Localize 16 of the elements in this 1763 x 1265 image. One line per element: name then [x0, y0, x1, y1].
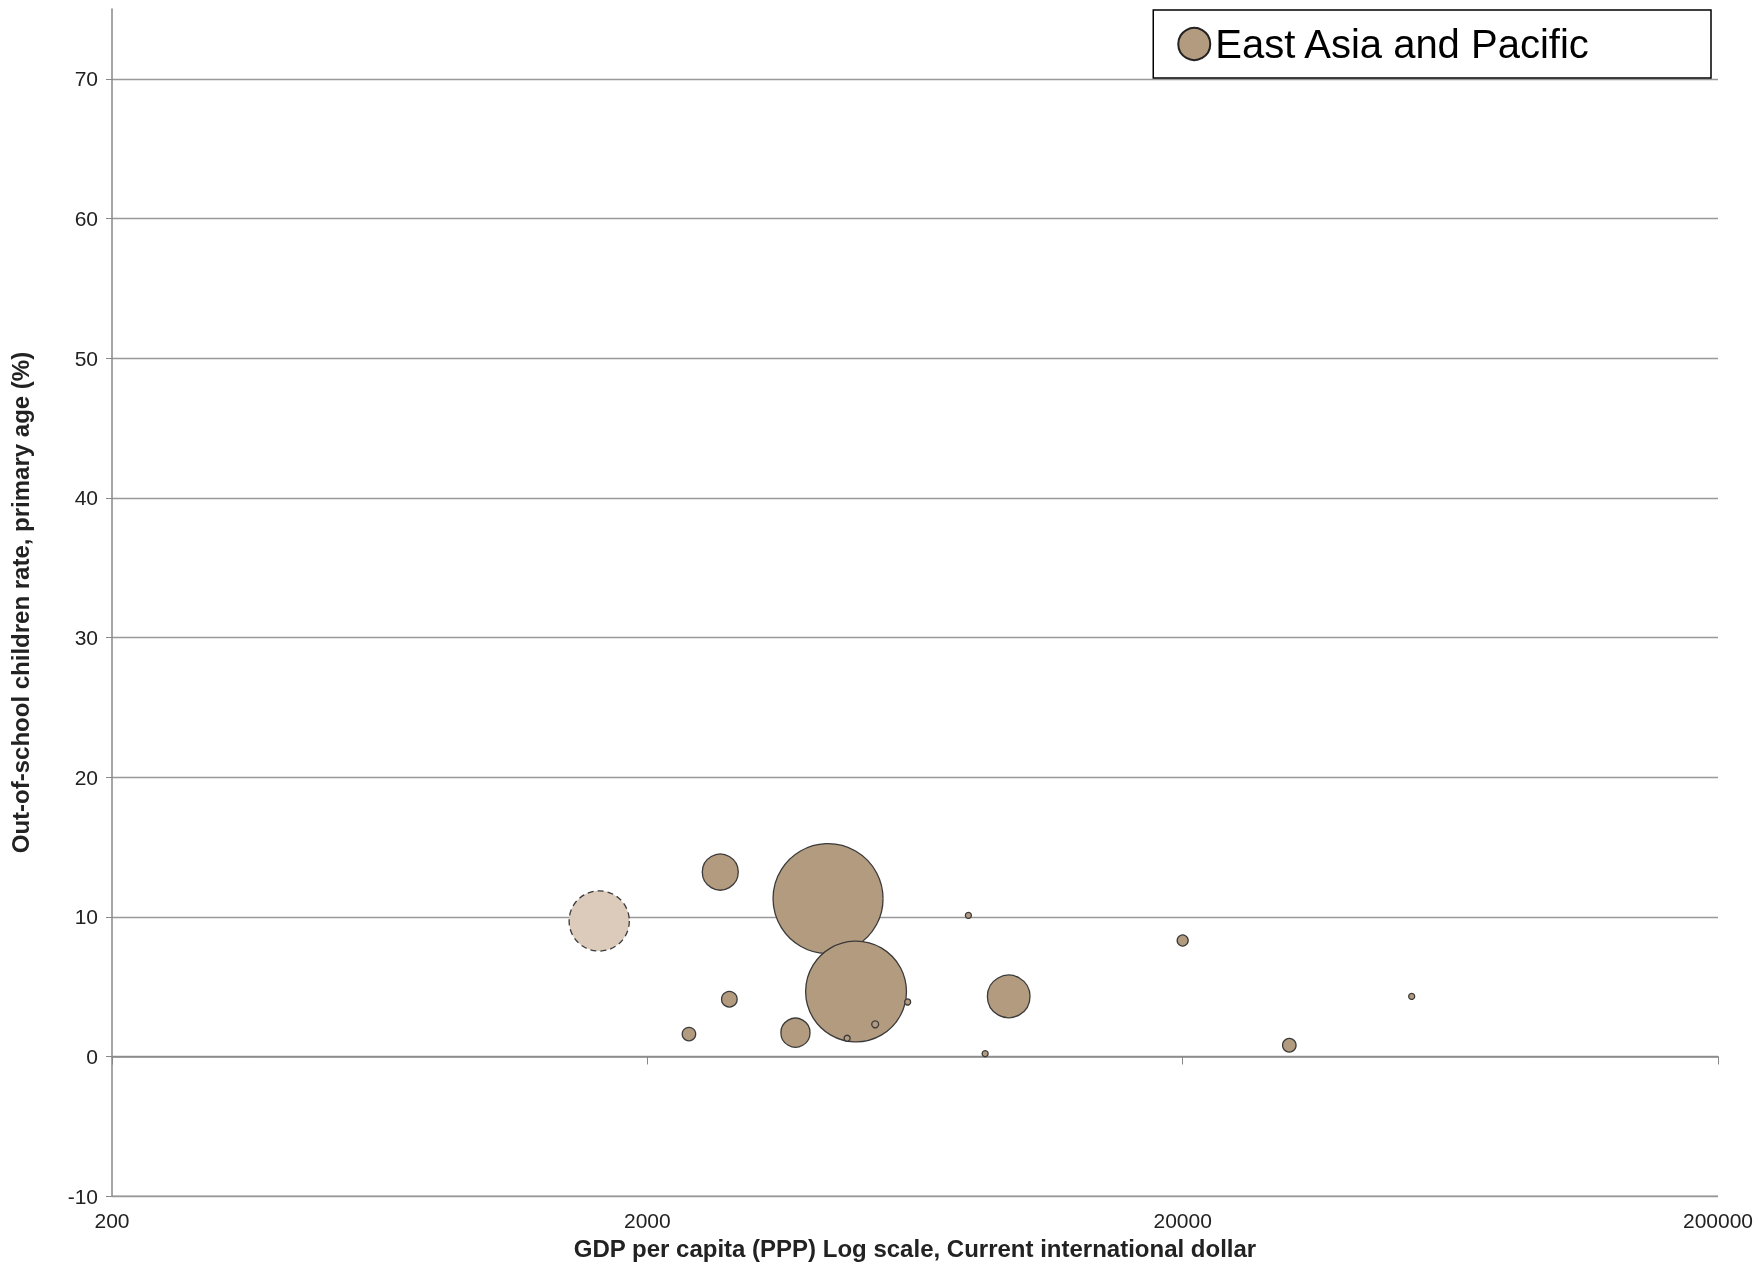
x-axis-title: GDP per capita (PPP) Log scale, Current international dollar — [573, 1234, 1257, 1262]
y-tick-label: 40 — [74, 486, 98, 510]
y-tick-label: 50 — [74, 346, 98, 370]
x-tick-label: 200000 — [1682, 1209, 1754, 1233]
y-tick-label: 30 — [74, 625, 98, 649]
y-axis-title: Out-of-school children rate, primary age (%) — [6, 351, 34, 854]
legend-label: East Asia and Pacific — [1215, 22, 1589, 66]
y-tick-label: 20 — [74, 765, 98, 789]
y-tick-label: 0 — [86, 1044, 98, 1068]
y-tick-label: 10 — [74, 905, 98, 929]
y-tick-label: 70 — [74, 67, 98, 91]
x-tick-label: 200 — [94, 1209, 130, 1233]
x-tick-label: 2000 — [623, 1209, 671, 1233]
x-tick-label: 20000 — [1153, 1209, 1212, 1233]
y-tick-label: 60 — [74, 206, 98, 230]
y-tick-label: -10 — [67, 1184, 98, 1208]
